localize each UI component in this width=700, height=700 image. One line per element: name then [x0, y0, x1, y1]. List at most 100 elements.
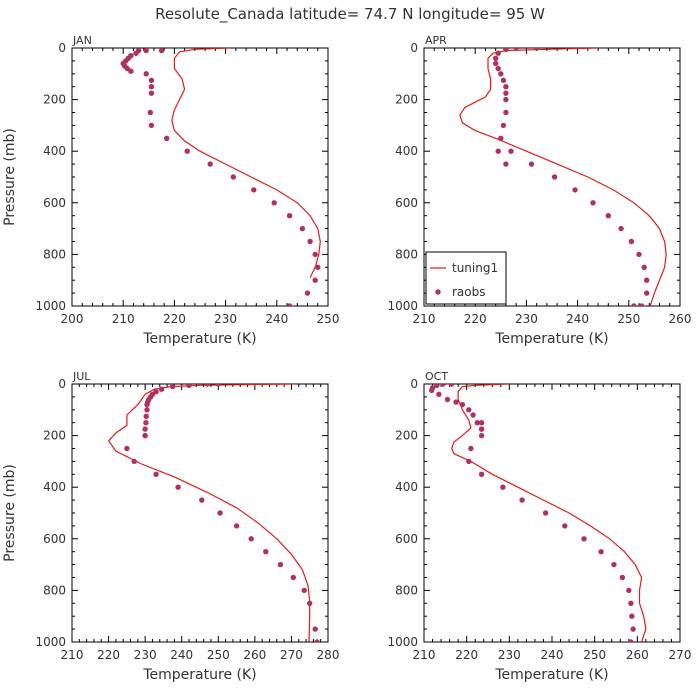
panel-label: JAN: [72, 34, 92, 47]
x-tick-label: 250: [583, 648, 606, 662]
y-tick-label: 200: [43, 429, 66, 443]
y-tick-label: 0: [410, 377, 418, 391]
raobs-point: [628, 600, 634, 606]
raobs-point: [628, 639, 634, 642]
raobs-point: [271, 200, 277, 206]
raobs-point: [466, 407, 472, 413]
x-tick-label: 230: [214, 312, 237, 326]
raobs-point: [436, 391, 442, 397]
x-tick-label: 250: [207, 648, 230, 662]
x-axis-label: Temperature (K): [142, 667, 256, 683]
raobs-point: [199, 497, 205, 503]
raobs-point: [503, 109, 509, 116]
raobs-point: [207, 161, 213, 167]
raobs-point: [498, 135, 504, 141]
x-tick-label: 210: [112, 312, 135, 326]
plot-area: [120, 48, 321, 306]
raobs-point: [314, 639, 320, 642]
raobs-point: [286, 213, 293, 219]
raobs-point: [153, 471, 159, 477]
y-tick-label: 200: [395, 429, 418, 443]
series-line-tuning1: [107, 384, 311, 642]
legend-label-tuning1: tuning1: [452, 261, 498, 275]
y-tick-label: 1000: [387, 299, 418, 313]
raobs-point: [638, 303, 645, 306]
raobs-point: [619, 574, 626, 581]
raobs-point: [453, 399, 459, 405]
raobs-point: [503, 90, 509, 96]
legend: tuning1 raobs: [425, 251, 507, 305]
x-tick-label: 200: [61, 312, 84, 326]
raobs-point: [468, 445, 474, 452]
raobs-point: [204, 384, 210, 387]
x-tick-label: 210: [413, 648, 436, 662]
y-tick-label: 800: [43, 247, 66, 261]
y-tick-label: 600: [395, 196, 418, 210]
raobs-point: [533, 48, 540, 51]
x-tick-label: 260: [669, 312, 692, 326]
raobs-point: [164, 135, 170, 141]
raobs-point: [503, 161, 509, 167]
y-tick-label: 800: [395, 247, 418, 261]
plot-area: [459, 48, 667, 306]
raobs-point: [641, 264, 647, 270]
panel-oct: OCT 210 220 230 240 250 260 270 0 200 400 600 800 100…: [387, 370, 691, 683]
raobs-point: [169, 384, 176, 390]
raobs-point: [304, 290, 311, 296]
panel-label: OCT: [425, 370, 448, 383]
y-tick-label: 800: [395, 583, 418, 597]
y-tick-label: 600: [43, 196, 66, 210]
raobs-point: [248, 536, 254, 542]
raobs-point: [148, 77, 155, 84]
raobs-point: [498, 71, 504, 77]
raobs-point: [598, 549, 604, 555]
raobs-point: [449, 384, 455, 387]
raobs-point: [233, 523, 240, 529]
y-tick-label: 1000: [35, 635, 66, 649]
raobs-point: [629, 613, 635, 619]
y-tick-label: 200: [43, 93, 66, 107]
x-axis-label: Temperature (K): [494, 667, 608, 683]
raobs-point: [551, 174, 558, 180]
raobs-point: [605, 213, 611, 219]
raobs-point: [495, 50, 501, 56]
x-tick-label: 220: [97, 648, 120, 662]
raobs-point: [631, 303, 637, 306]
raobs-point: [143, 71, 149, 77]
panel-label: JUL: [72, 370, 91, 383]
raobs-point: [503, 84, 509, 90]
raobs-point: [611, 561, 617, 568]
raobs-point: [618, 225, 624, 232]
raobs-point: [143, 48, 149, 54]
x-tick-label: 240: [265, 312, 288, 326]
raobs-point: [128, 68, 134, 74]
raobs-point: [508, 148, 514, 154]
plot-frame: [423, 383, 681, 643]
plot-area: [107, 384, 320, 642]
raobs-point: [133, 50, 139, 56]
raobs-point: [503, 48, 509, 52]
series-line-tuning1: [459, 48, 667, 306]
raobs-point: [251, 187, 257, 193]
raobs-point: [459, 401, 466, 408]
raobs-point: [440, 384, 446, 387]
raobs-point: [513, 48, 519, 51]
raobs-point: [144, 407, 150, 413]
x-tick-label: 270: [669, 648, 692, 662]
raobs-point: [478, 426, 485, 432]
plot-area: [429, 384, 647, 642]
y-tick-label: 200: [395, 93, 418, 107]
x-tick-label: 260: [243, 648, 266, 662]
raobs-point: [630, 626, 636, 632]
raobs-point: [478, 432, 485, 439]
raobs-point: [143, 413, 149, 419]
raobs-point: [312, 277, 318, 283]
raobs-point: [493, 55, 499, 61]
raobs-point: [290, 574, 296, 581]
raobs-point: [434, 384, 440, 388]
raobs-point: [495, 148, 501, 154]
x-tick-label: 240: [541, 648, 564, 662]
x-tick-label: 210: [413, 312, 436, 326]
plot-frame: [71, 383, 329, 643]
raobs-point: [148, 122, 155, 129]
